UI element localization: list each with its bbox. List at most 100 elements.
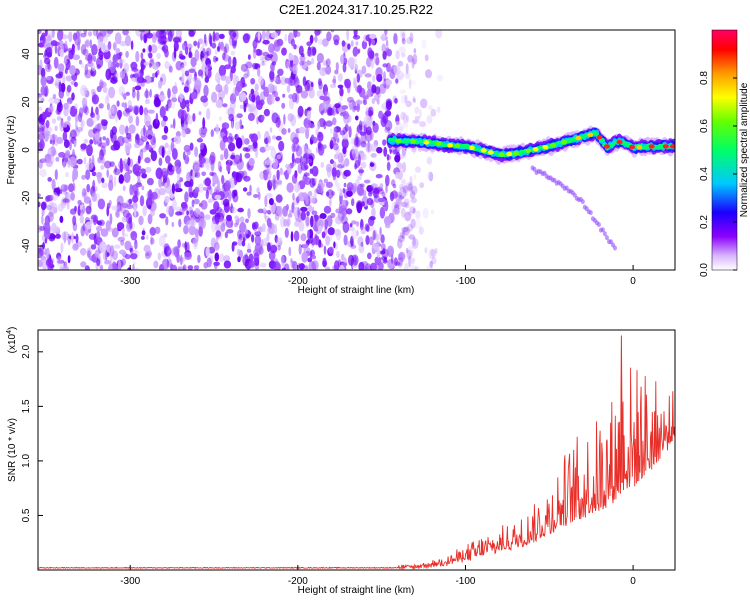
heatmap-noise-cell [188,184,193,197]
heatmap-noise-cell [411,197,417,204]
heatmap-noise-layer [38,30,444,270]
heatmap-noise-cell [96,123,102,132]
heatmap-noise-cell [133,243,139,249]
heatmap-noise-cell [144,144,152,151]
heatmap-hot-cell [395,138,402,143]
heatmap-noise-cell [216,206,222,214]
heatmap-noise-cell [307,106,312,112]
heatmap-noise-cell [243,138,250,145]
heatmap-noise-cell [159,213,167,219]
heatmap-noise-cell [219,165,223,173]
heatmap-noise-cell [407,224,413,232]
heatmap-noise-cell [342,62,347,73]
heatmap-noise-cell [114,32,122,45]
heatmap-y-axis-label: Frequency (Hz) [6,116,17,185]
heatmap-noise-cell [134,85,142,91]
heatmap-noise-cell [356,230,359,237]
heatmap-noise-cell [100,118,105,126]
heatmap-noise-cell [200,95,208,103]
heatmap-noise-cell [224,43,230,54]
heatmap-noise-cell [412,96,416,103]
heatmap-noise-cell [133,205,137,218]
heatmap-noise-cell [211,91,218,103]
heatmap-noise-cell [164,60,170,70]
heatmap-noise-cell [56,256,63,267]
heatmap-noise-cell [309,177,316,188]
heatmap-noise-cell [314,30,321,36]
heatmap-noise-cell [397,238,403,249]
heatmap-noise-cell [159,106,166,118]
heatmap-noise-cell [166,150,172,156]
heatmap-noise-cell [334,153,339,160]
heatmap-noise-cell [67,255,71,264]
heatmap-noise-cell [123,172,131,183]
heatmap-noise-cell [360,132,367,145]
heatmap-noise-cell [96,85,102,93]
heatmap-noise-cell [410,264,417,270]
heatmap-noise-cell [92,30,98,37]
heatmap-noise-cell [311,260,319,270]
heatmap-noise-cell [259,262,267,268]
heatmap-noise-cell [351,198,355,207]
heatmap-noise-cell [430,209,434,215]
heatmap-noise-cell [333,75,336,86]
heatmap-noise-cell [46,194,54,202]
heatmap-noise-cell [69,139,72,151]
heatmap-noise-cell [209,34,213,47]
heatmap-noise-cell [315,128,319,136]
heatmap-noise-cell [140,168,147,175]
heatmap-noise-cell [341,137,349,150]
heatmap-noise-cell [117,236,126,242]
heatmap-noise-cell [322,100,329,111]
heatmap-noise-cell [49,139,53,145]
heatmap-noise-cell [268,43,275,54]
heatmap-noise-cell [249,184,252,193]
heatmap-noise-cell [134,69,141,75]
heatmap-noise-cell [226,229,234,234]
heatmap-noise-cell [109,161,115,168]
heatmap-noise-cell [402,121,409,129]
heatmap-noise-cell [436,106,441,113]
heatmap-noise-cell [64,184,69,191]
heatmap-noise-cell [183,86,189,93]
heatmap-noise-cell [199,136,202,142]
heatmap-noise-cell [311,210,318,215]
heatmap-noise-cell [62,160,66,169]
heatmap-noise-cell [123,62,129,74]
heatmap-noise-cell [225,76,231,85]
heatmap-noise-cell [332,126,337,134]
heatmap-noise-cell [298,243,302,255]
heatmap-noise-cell [114,244,121,249]
heatmap-noise-cell [84,40,89,47]
heatmap-noise-cell [308,87,315,99]
heatmap-noise-cell [401,179,406,188]
heatmap-noise-cell [274,234,278,243]
heatmap-noise-cell [185,101,190,108]
heatmap-noise-cell [161,146,165,158]
heatmap-noise-cell [430,108,437,117]
heatmap-noise-cell [297,185,301,191]
heatmap-noise-cell [293,206,301,219]
heatmap-noise-cell [144,166,152,173]
heatmap-noise-cell [325,58,331,67]
heatmap-noise-cell [211,42,217,49]
heatmap-noise-cell [247,208,251,219]
heatmap-noise-cell [343,234,348,246]
heatmap-noise-cell [317,243,324,248]
heatmap-noise-cell [55,233,61,239]
heatmap-noise-cell [395,261,401,266]
heatmap-noise-cell [308,204,313,213]
heatmap-noise-cell [305,215,310,227]
heatmap-noise-cell [45,120,50,129]
heatmap-noise-cell [248,157,255,166]
heatmap-noise-cell [397,253,404,261]
heatmap-noise-cell [398,251,406,260]
heatmap-noise-cell [218,65,227,77]
heatmap-noise-cell [255,148,259,158]
heatmap-noise-cell [123,166,129,172]
heatmap-noise-cell [183,225,189,235]
heatmap-noise-cell [309,46,317,56]
heatmap-noise-cell [73,140,77,148]
heatmap-noise-cell [106,202,111,209]
heatmap-noise-cell [372,230,376,241]
